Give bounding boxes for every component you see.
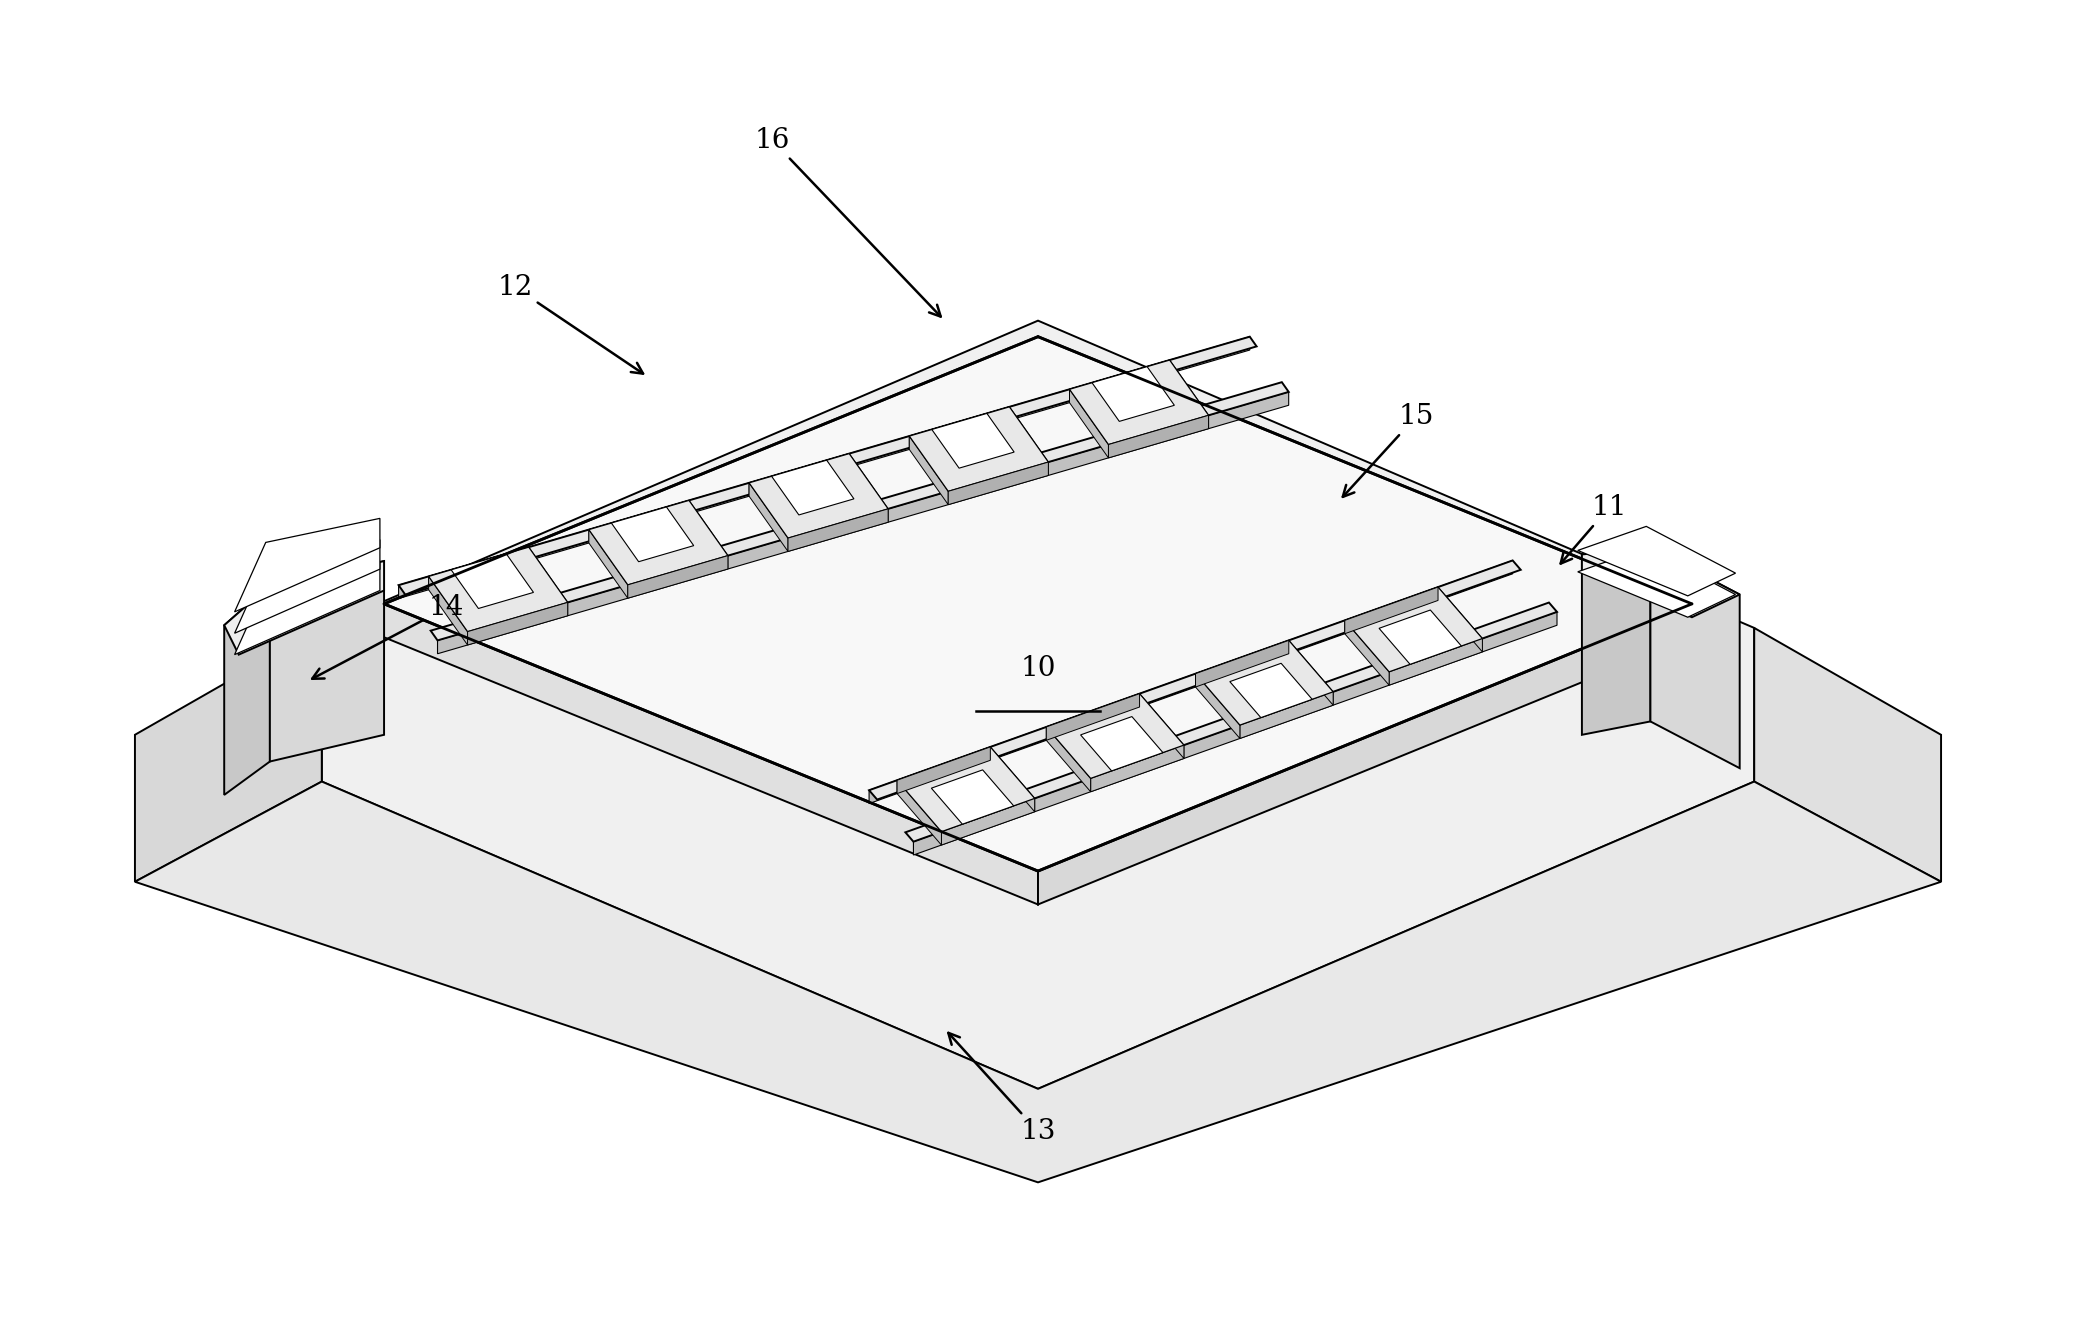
Polygon shape: [1378, 611, 1462, 664]
Polygon shape: [1239, 692, 1333, 739]
Polygon shape: [590, 529, 627, 599]
Polygon shape: [909, 407, 1009, 449]
Polygon shape: [1140, 693, 1183, 759]
Polygon shape: [749, 454, 849, 496]
Polygon shape: [870, 560, 1522, 799]
Text: 10: 10: [1019, 655, 1057, 681]
Polygon shape: [430, 382, 1289, 640]
Polygon shape: [384, 604, 1038, 904]
Polygon shape: [428, 548, 567, 632]
Polygon shape: [399, 337, 1250, 599]
Polygon shape: [940, 799, 1034, 846]
Polygon shape: [1109, 415, 1208, 458]
Polygon shape: [322, 321, 1754, 1089]
Polygon shape: [897, 780, 940, 846]
Polygon shape: [1439, 587, 1482, 652]
Polygon shape: [399, 337, 1256, 595]
Polygon shape: [870, 560, 1513, 803]
Polygon shape: [384, 337, 1692, 871]
Polygon shape: [1038, 604, 1692, 904]
Polygon shape: [235, 518, 380, 612]
Polygon shape: [990, 747, 1034, 812]
Text: 15: 15: [1343, 403, 1435, 497]
Polygon shape: [450, 553, 534, 608]
Polygon shape: [749, 454, 889, 538]
Polygon shape: [789, 509, 889, 552]
Polygon shape: [1046, 693, 1140, 740]
Polygon shape: [1046, 727, 1090, 792]
Polygon shape: [1582, 548, 1740, 617]
Text: 12: 12: [496, 274, 644, 374]
Polygon shape: [135, 782, 1941, 1182]
Polygon shape: [1650, 548, 1740, 768]
Polygon shape: [913, 612, 1557, 855]
Polygon shape: [1169, 361, 1208, 429]
Polygon shape: [897, 747, 1034, 832]
Polygon shape: [627, 556, 729, 599]
Polygon shape: [590, 501, 689, 542]
Polygon shape: [224, 585, 270, 795]
Polygon shape: [1092, 366, 1175, 421]
Polygon shape: [1229, 663, 1312, 717]
Text: 13: 13: [949, 1033, 1057, 1145]
Polygon shape: [1289, 640, 1333, 705]
Polygon shape: [1069, 361, 1208, 445]
Polygon shape: [1578, 526, 1736, 596]
Text: 11: 11: [1561, 494, 1628, 564]
Polygon shape: [1754, 628, 1941, 882]
Polygon shape: [224, 561, 384, 655]
Polygon shape: [428, 548, 529, 589]
Polygon shape: [949, 462, 1048, 505]
Polygon shape: [905, 603, 1557, 842]
Polygon shape: [1578, 548, 1736, 617]
Polygon shape: [590, 501, 729, 585]
Polygon shape: [1345, 620, 1389, 685]
Polygon shape: [1196, 640, 1289, 687]
Polygon shape: [1090, 745, 1183, 792]
Polygon shape: [749, 482, 789, 552]
Polygon shape: [438, 391, 1289, 653]
Polygon shape: [772, 460, 853, 514]
Polygon shape: [270, 561, 384, 762]
Polygon shape: [428, 576, 467, 645]
Polygon shape: [1345, 587, 1439, 633]
Polygon shape: [909, 436, 949, 505]
Polygon shape: [1196, 640, 1333, 725]
Polygon shape: [1046, 693, 1183, 779]
Polygon shape: [1389, 639, 1482, 685]
Polygon shape: [1345, 587, 1482, 672]
Polygon shape: [235, 540, 380, 633]
Polygon shape: [1582, 548, 1650, 735]
Polygon shape: [1069, 389, 1109, 458]
Polygon shape: [1009, 407, 1048, 476]
Polygon shape: [467, 603, 567, 645]
Text: 14: 14: [311, 595, 465, 679]
Polygon shape: [1082, 716, 1163, 771]
Polygon shape: [610, 506, 693, 561]
Polygon shape: [529, 548, 567, 616]
Polygon shape: [932, 413, 1015, 468]
Polygon shape: [849, 454, 889, 522]
Polygon shape: [1069, 361, 1169, 402]
Polygon shape: [689, 501, 729, 569]
Polygon shape: [135, 628, 322, 882]
Polygon shape: [235, 561, 380, 655]
Text: 16: 16: [754, 127, 940, 317]
Polygon shape: [897, 747, 990, 794]
Polygon shape: [1196, 673, 1239, 739]
Polygon shape: [932, 770, 1013, 824]
Polygon shape: [909, 407, 1048, 492]
